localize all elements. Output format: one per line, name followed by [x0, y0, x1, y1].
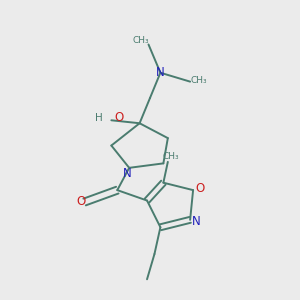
Text: N: N [156, 66, 165, 79]
Text: N: N [192, 215, 201, 228]
Text: O: O [195, 182, 204, 195]
Text: O: O [114, 111, 124, 124]
Text: CH₃: CH₃ [191, 76, 207, 85]
Text: CH₃: CH₃ [163, 152, 179, 161]
Text: H: H [95, 113, 102, 123]
Text: N: N [123, 167, 132, 180]
Text: O: O [76, 195, 86, 208]
Text: CH₃: CH₃ [133, 35, 149, 44]
